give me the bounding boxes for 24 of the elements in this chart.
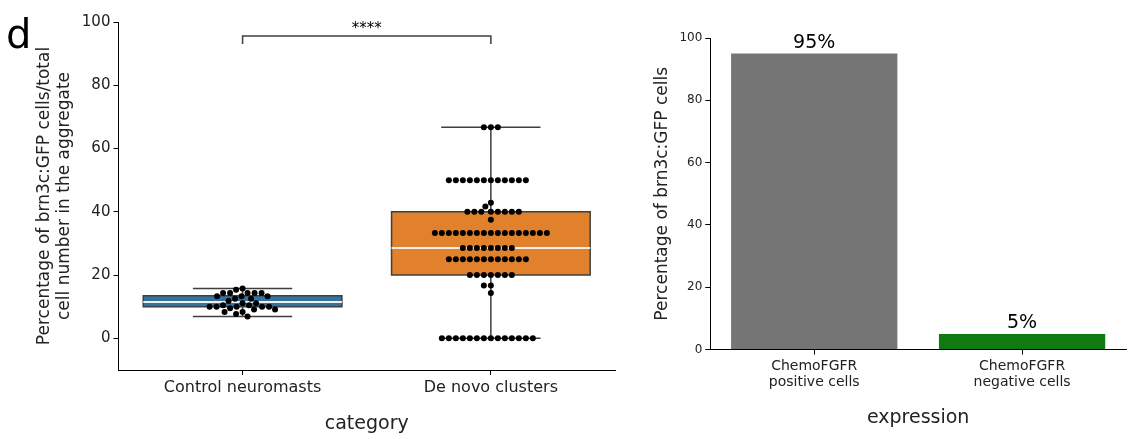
- y-tick-label: 80: [91, 75, 111, 94]
- x-tick-label: ChemoFGFR positive cells: [768, 356, 860, 390]
- data-label: 95%: [793, 30, 836, 53]
- y-tick-label: 0: [100, 328, 111, 347]
- y-tick-label: 40: [687, 217, 703, 232]
- x-tick-label: ChemoFGFR negative cells: [973, 356, 1071, 390]
- y-tick-label: 0: [694, 341, 703, 356]
- y-tick-label: 40: [91, 201, 111, 220]
- x-tick-label: De novo clusters: [423, 376, 558, 396]
- data-label: 5%: [1007, 310, 1038, 333]
- x-tick-label: Control neuromasts: [163, 376, 322, 396]
- y-axis-title: Percentage of brn3c:GFP cells: [650, 66, 671, 321]
- y-tick-label: 100: [81, 11, 111, 30]
- y-axis-title: Percentage of brn3c:GFP cells/total cell number in the aggregate: [32, 46, 74, 346]
- y-tick-label: 100: [679, 30, 703, 45]
- y-tick-label: 60: [91, 138, 111, 157]
- y-tick-label: 80: [687, 92, 703, 107]
- x-axis-title: expression: [866, 404, 970, 427]
- annotation: ****: [351, 19, 383, 37]
- y-tick-label: 60: [687, 154, 703, 169]
- x-axis-title: category: [324, 410, 409, 433]
- y-tick-label: 20: [687, 279, 703, 294]
- y-tick-label: 20: [91, 264, 111, 283]
- text: d: [6, 11, 32, 57]
